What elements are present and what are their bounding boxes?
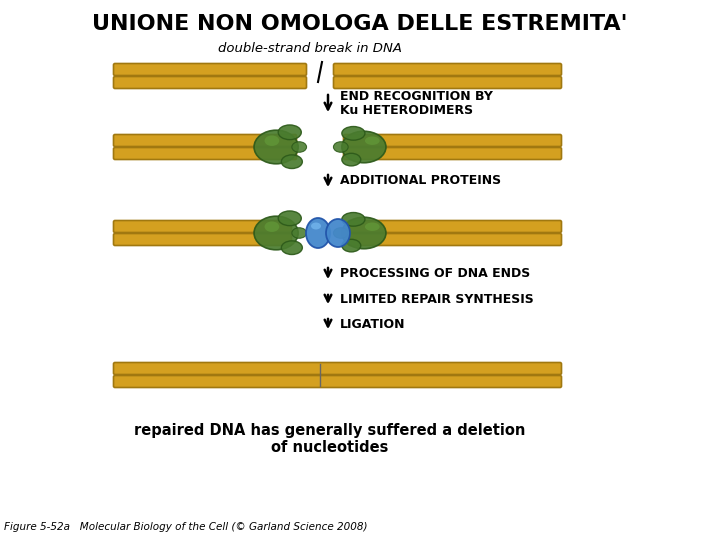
Ellipse shape [333,228,348,238]
Text: PROCESSING OF DNA ENDS: PROCESSING OF DNA ENDS [340,267,530,280]
Text: END RECOGNITION BY
Ku HETERODIMERS: END RECOGNITION BY Ku HETERODIMERS [340,90,493,118]
Ellipse shape [342,131,386,163]
Ellipse shape [342,213,365,226]
Ellipse shape [278,211,301,226]
Ellipse shape [278,125,301,140]
Ellipse shape [282,241,302,254]
Ellipse shape [342,126,365,140]
FancyBboxPatch shape [333,64,562,76]
Ellipse shape [264,221,279,232]
FancyBboxPatch shape [114,77,307,89]
Ellipse shape [326,219,350,247]
Ellipse shape [254,130,298,164]
Text: LIMITED REPAIR SYNTHESIS: LIMITED REPAIR SYNTHESIS [340,293,534,306]
Ellipse shape [333,141,348,152]
Ellipse shape [292,141,307,152]
Ellipse shape [342,153,361,166]
FancyBboxPatch shape [348,220,562,233]
FancyBboxPatch shape [343,134,562,146]
Ellipse shape [342,217,386,249]
Ellipse shape [306,218,330,248]
Ellipse shape [342,239,361,252]
Ellipse shape [254,216,298,250]
FancyBboxPatch shape [114,147,297,159]
Text: UNIONE NON OMOLOGA DELLE ESTREMITA': UNIONE NON OMOLOGA DELLE ESTREMITA' [92,14,628,34]
FancyBboxPatch shape [333,77,562,89]
Text: LIGATION: LIGATION [340,318,405,330]
Text: of nucleotides: of nucleotides [271,440,389,455]
Text: double-strand break in DNA: double-strand break in DNA [218,42,402,55]
FancyBboxPatch shape [114,220,292,233]
FancyBboxPatch shape [343,147,562,159]
Ellipse shape [264,136,279,146]
FancyBboxPatch shape [114,375,562,388]
Text: Figure 5-52a   Molecular Biology of the Cell (© Garland Science 2008): Figure 5-52a Molecular Biology of the Ce… [4,522,367,532]
Ellipse shape [282,155,302,168]
FancyBboxPatch shape [114,362,562,375]
Ellipse shape [365,222,379,231]
FancyBboxPatch shape [348,233,562,246]
Ellipse shape [311,222,321,230]
Text: repaired DNA has generally suffered a deletion: repaired DNA has generally suffered a de… [135,422,526,437]
FancyBboxPatch shape [114,64,307,76]
Ellipse shape [365,137,379,145]
Ellipse shape [292,228,307,238]
FancyBboxPatch shape [114,233,292,246]
FancyBboxPatch shape [114,134,297,146]
Text: ADDITIONAL PROTEINS: ADDITIONAL PROTEINS [340,174,501,187]
